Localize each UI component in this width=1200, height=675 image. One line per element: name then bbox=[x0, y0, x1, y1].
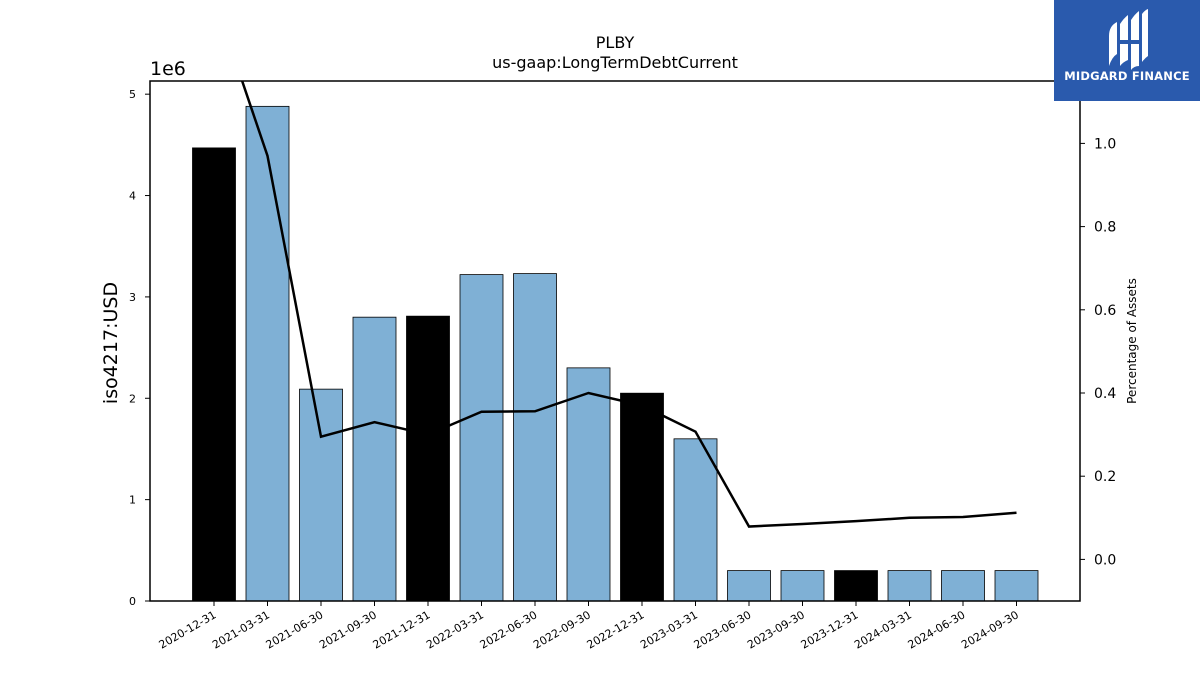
percentage-line bbox=[240, 81, 1017, 528]
x-tick-label: 2022-12-31 bbox=[585, 608, 647, 651]
x-tick-label: 2023-12-31 bbox=[799, 608, 861, 651]
x-tick-label: 2024-03-31 bbox=[852, 608, 914, 651]
bar-2024-09-30 bbox=[994, 570, 1039, 602]
x-tick-label: 2024-06-30 bbox=[906, 608, 968, 651]
y-tick-label: 2 bbox=[129, 392, 136, 405]
x-axis: 2020-12-312021-03-312021-06-302021-09-30… bbox=[157, 601, 1021, 652]
x-tick-label: 2021-12-31 bbox=[371, 608, 433, 651]
midgard-finance-logo: MIDGARD FINANCE bbox=[1054, 0, 1200, 101]
x-tick-label: 2024-09-30 bbox=[959, 608, 1021, 651]
chart-subtitle: us-gaap:LongTermDebtCurrent bbox=[492, 53, 738, 72]
x-tick-label: 2022-09-30 bbox=[531, 608, 593, 651]
y2-tick-label: 0.6 bbox=[1094, 303, 1116, 319]
bar-2023-03-31 bbox=[673, 438, 718, 602]
bar-2022-09-30 bbox=[566, 367, 611, 602]
right-axis: 0.0 0.2 0.4 0.6 0.8 1.0 bbox=[1080, 136, 1116, 568]
x-tick-label: 2022-06-30 bbox=[478, 608, 540, 651]
y2-tick-label: 0.2 bbox=[1094, 469, 1116, 485]
bar-2021-12-31 bbox=[406, 315, 450, 602]
y2-tick-label: 0.0 bbox=[1094, 552, 1116, 568]
left-axis: 0 1 2 3 4 5 bbox=[129, 88, 150, 608]
y-tick-label: 1 bbox=[129, 494, 136, 507]
line-layer bbox=[240, 81, 1017, 528]
x-tick-label: 2022-03-31 bbox=[424, 608, 486, 651]
bar-2021-03-31 bbox=[245, 105, 290, 602]
x-tick-label: 2021-09-30 bbox=[317, 608, 379, 651]
chart-title: PLBY bbox=[596, 33, 635, 52]
y-axis-label: iso4217:USD bbox=[100, 282, 122, 404]
bars-layer bbox=[192, 105, 1039, 602]
y2-axis-label: Percentage of Assets bbox=[1125, 278, 1139, 404]
y2-tick-label: 0.4 bbox=[1094, 386, 1116, 402]
bar-2021-06-30 bbox=[299, 388, 343, 602]
bar-2024-03-31 bbox=[887, 570, 932, 602]
logo-text: MIDGARD FINANCE bbox=[1064, 69, 1190, 83]
y-tick-label: 3 bbox=[129, 291, 136, 304]
plot-frame bbox=[149, 80, 1081, 602]
bar-2022-12-31 bbox=[620, 392, 664, 602]
y2-tick-label: 0.8 bbox=[1094, 220, 1116, 236]
x-tick-label: 2021-06-30 bbox=[264, 608, 326, 651]
bar-2023-06-30 bbox=[727, 570, 771, 602]
x-tick-label: 2023-06-30 bbox=[692, 608, 754, 651]
bar-2022-06-30 bbox=[513, 273, 557, 602]
bar-2024-06-30 bbox=[941, 570, 985, 602]
y-tick-label: 5 bbox=[129, 88, 136, 101]
x-tick-label: 2020-12-31 bbox=[157, 608, 219, 651]
logo-mark-icon bbox=[1109, 9, 1148, 70]
bar-2022-03-31 bbox=[459, 274, 504, 602]
x-tick-label: 2021-03-31 bbox=[210, 608, 272, 651]
bar-2023-09-30 bbox=[780, 570, 825, 602]
y-offset-label: 1e6 bbox=[150, 58, 186, 80]
y-tick-label: 4 bbox=[129, 190, 136, 203]
x-tick-label: 2023-09-30 bbox=[745, 608, 807, 651]
x-tick-label: 2023-03-31 bbox=[638, 608, 700, 651]
bar-2021-09-30 bbox=[352, 316, 397, 602]
y2-tick-label: 1.0 bbox=[1094, 136, 1116, 152]
bar-2023-12-31 bbox=[834, 570, 878, 602]
y-tick-label: 0 bbox=[129, 595, 136, 608]
bar-2020-12-31 bbox=[192, 147, 236, 602]
